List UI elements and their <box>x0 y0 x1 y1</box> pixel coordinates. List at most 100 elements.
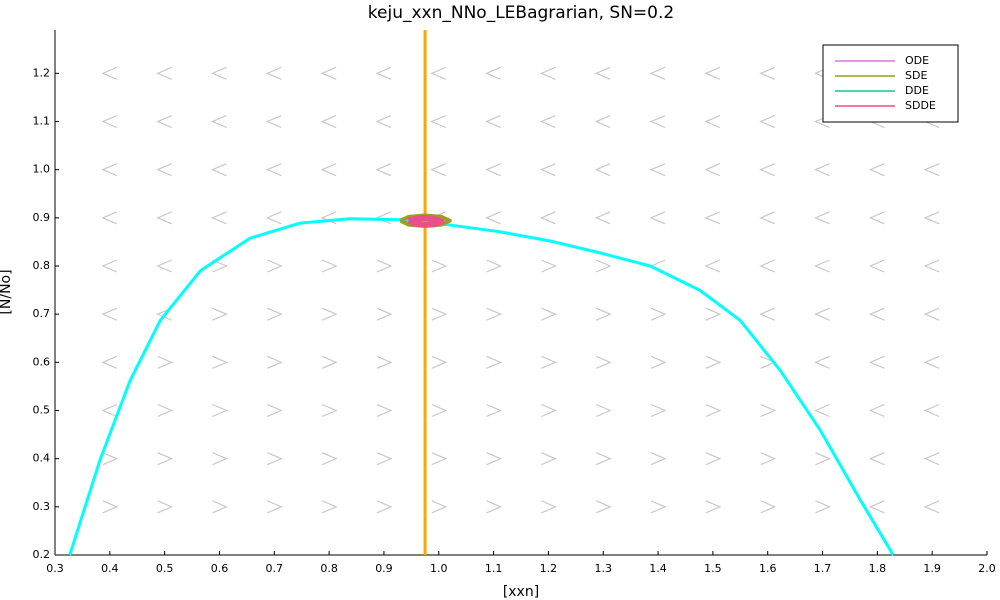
field-arrow <box>705 403 722 418</box>
field-arrow <box>486 403 503 418</box>
field-arrow <box>539 114 556 129</box>
field-arrow <box>539 211 556 225</box>
field-arrow <box>760 403 777 418</box>
field-arrow <box>431 403 448 418</box>
field-arrow <box>486 259 503 273</box>
x-tick-label: 0.8 <box>320 562 338 575</box>
field-arrow <box>705 452 722 466</box>
field-arrow <box>594 163 611 177</box>
field-arrow <box>485 66 501 80</box>
field-arrow <box>704 66 721 80</box>
field-arrow <box>486 500 503 514</box>
field-arrow <box>541 259 557 273</box>
field-arrow <box>212 452 228 466</box>
field-arrow <box>814 307 830 321</box>
field-arrow <box>375 163 392 177</box>
x-tick-label: 1.9 <box>923 562 941 575</box>
y-tick-label: 1.0 <box>33 163 51 176</box>
field-arrow <box>321 259 338 273</box>
field-arrow <box>759 307 775 321</box>
field-arrow <box>101 66 118 80</box>
field-arrow <box>430 66 447 80</box>
field-arrow <box>650 500 667 514</box>
field-arrow <box>156 163 172 177</box>
field-arrow <box>649 114 666 129</box>
field-arrow <box>321 500 338 514</box>
y-tick-label: 0.7 <box>33 307 51 320</box>
field-arrow <box>814 163 830 177</box>
field-arrow <box>705 500 722 514</box>
field-arrow <box>431 452 448 466</box>
field-arrow <box>431 259 448 273</box>
field-arrow <box>650 355 667 369</box>
field-arrow <box>320 163 337 177</box>
y-tick-label: 0.6 <box>33 355 51 368</box>
field-arrow <box>541 307 557 321</box>
field-arrow <box>595 500 612 514</box>
field-arrow <box>321 403 338 418</box>
y-tick-label: 0.2 <box>33 548 51 561</box>
field-arrow <box>212 403 228 418</box>
field-arrow <box>320 66 337 80</box>
field-arrow <box>759 66 775 80</box>
field-arrow <box>430 114 447 129</box>
field-arrow <box>101 211 118 225</box>
x-tick-label: 0.4 <box>101 562 119 575</box>
x-tick-label: 1.5 <box>704 562 722 575</box>
field-arrow <box>704 114 721 129</box>
field-arrow <box>650 452 667 466</box>
field-arrow <box>814 355 830 369</box>
field-arrow <box>814 403 830 418</box>
field-arrow <box>649 211 666 225</box>
legend-box <box>822 44 959 123</box>
trajectory <box>407 214 445 228</box>
field-arrow <box>649 163 666 177</box>
x-tick-label: 0.5 <box>156 562 174 575</box>
field-arrow <box>102 500 119 514</box>
field-arrow <box>650 307 667 321</box>
y-tick-label: 0.9 <box>33 211 51 224</box>
field-arrow <box>320 114 337 129</box>
field-arrow <box>923 452 940 466</box>
field-arrow <box>485 114 501 129</box>
x-tick-label: 1.1 <box>485 562 503 575</box>
field-arrow <box>595 259 612 273</box>
field-arrow <box>265 211 282 225</box>
field-arrow <box>704 163 721 177</box>
x-tick-label: 1.7 <box>814 562 832 575</box>
field-arrow <box>486 307 503 321</box>
field-arrow <box>486 452 503 466</box>
field-arrow <box>212 307 228 321</box>
field-arrow <box>485 211 501 225</box>
field-arrow <box>923 211 940 225</box>
legend-label: ODE <box>905 54 929 67</box>
x-tick-label: 0.6 <box>211 562 229 575</box>
field-arrow <box>101 114 118 129</box>
x-tick-label: 1.2 <box>540 562 558 575</box>
field-arrow <box>923 355 940 369</box>
field-arrow <box>212 355 228 369</box>
field-arrow <box>650 403 667 418</box>
field-arrow <box>868 163 885 177</box>
field-arrow <box>156 66 172 80</box>
nullcline <box>68 217 895 556</box>
field-arrow <box>814 211 830 225</box>
field-arrow <box>815 500 832 514</box>
field-arrow <box>156 114 172 129</box>
field-arrow <box>101 355 118 369</box>
field-arrow <box>267 355 283 369</box>
x-tick-label: 1.4 <box>649 562 667 575</box>
field-arrow <box>759 163 775 177</box>
x-axis-label: [xxn] <box>503 584 539 600</box>
field-arrow <box>868 355 885 369</box>
field-arrow <box>210 163 227 177</box>
field-arrow <box>541 355 557 369</box>
field-arrow <box>157 355 174 369</box>
field-arrow <box>210 114 227 129</box>
y-tick-label: 0.5 <box>33 404 51 417</box>
x-tick-label: 2.0 <box>978 562 996 575</box>
field-arrow <box>321 452 338 466</box>
field-arrow <box>541 403 557 418</box>
field-arrow <box>376 355 393 369</box>
